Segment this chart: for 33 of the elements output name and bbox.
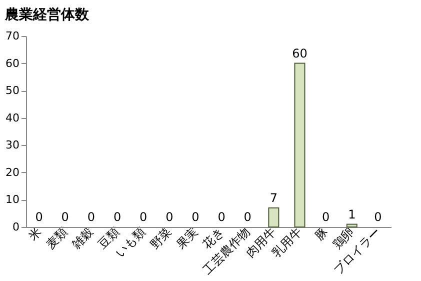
bar xyxy=(268,207,280,228)
data-label: 0 xyxy=(35,210,43,224)
x-tick-label: 麦類 xyxy=(43,224,70,252)
y-tick-label: 20 xyxy=(6,166,20,179)
chart-title: 農業経営体数 xyxy=(4,7,90,23)
data-label: 7 xyxy=(270,190,278,205)
y-tick-label: 30 xyxy=(6,138,20,152)
data-label: 0 xyxy=(61,210,69,224)
x-tick-label: 豆類 xyxy=(95,224,122,252)
bar xyxy=(346,224,358,228)
data-label: 60 xyxy=(292,46,308,60)
x-tick-label: 野菜 xyxy=(147,224,174,252)
y-tick-label: 0 xyxy=(12,220,20,234)
data-label: 0 xyxy=(166,210,174,224)
data-label: 0 xyxy=(113,210,122,224)
data-label: 0 xyxy=(218,210,226,224)
y-tick-label: 60 xyxy=(6,56,20,70)
x-tick-label: 果実 xyxy=(174,224,200,252)
y-tick-label: 70 xyxy=(6,30,20,42)
data-label: 0 xyxy=(192,210,200,224)
y-tick-label: 10 xyxy=(6,193,20,206)
data-label: 0 xyxy=(87,210,95,224)
x-tick-label: 雑穀 xyxy=(69,224,96,252)
y-tick-label: 40 xyxy=(6,111,20,124)
x-tick-label: 豚 xyxy=(312,224,331,243)
data-label: 0 xyxy=(374,210,382,224)
data-label: 0 xyxy=(322,210,330,224)
data-label: 1 xyxy=(348,207,356,222)
bar xyxy=(294,62,306,228)
data-label: 0 xyxy=(244,210,252,224)
y-tick-label: 50 xyxy=(6,84,20,98)
data-label: 0 xyxy=(140,210,148,224)
x-tick-label: 米 xyxy=(26,224,44,243)
